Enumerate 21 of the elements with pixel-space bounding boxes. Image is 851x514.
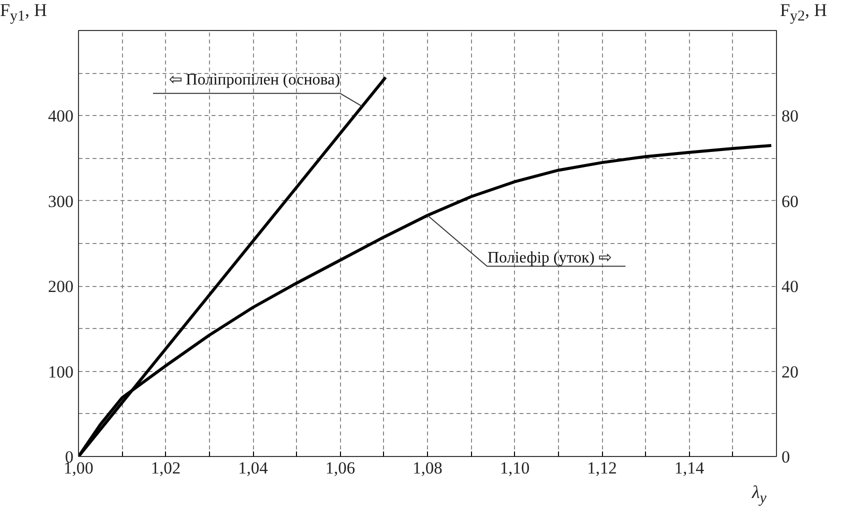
y2-tick-label: 80 — [782, 106, 798, 126]
y-tick-label: 300 — [48, 192, 74, 211]
y2-tick-label: 20 — [782, 362, 798, 382]
y2-tick-label: 60 — [782, 192, 798, 211]
x-tick-label: 1,08 — [412, 458, 442, 478]
x-tick-label: 1,06 — [325, 458, 356, 478]
y-tick-label: 200 — [48, 277, 74, 296]
x-tick-label: 1,02 — [150, 458, 181, 478]
x-tick-label: 1,04 — [238, 458, 268, 478]
y-tick-label: 100 — [48, 362, 74, 382]
annotation: ⇦ Поліпропілен (основа) — [168, 71, 340, 88]
annotation: Поліефір (уток) ⇨ — [488, 249, 612, 266]
x-tick-label: 1,14 — [674, 458, 705, 478]
y2-tick-label: 40 — [782, 277, 798, 296]
y2-tick-label: 0 — [782, 448, 790, 466]
y-tick-label: 400 — [48, 106, 74, 126]
x-tick-label: 1,12 — [587, 458, 617, 478]
y2-axis-title: F$_{y2}$, H — [780, 0, 828, 27]
x-axis-title: λ$_{y}$ — [752, 482, 766, 509]
x-tick-label: 1,10 — [500, 458, 530, 478]
y-axis-title: F$_{y1}$, H — [0, 0, 48, 27]
